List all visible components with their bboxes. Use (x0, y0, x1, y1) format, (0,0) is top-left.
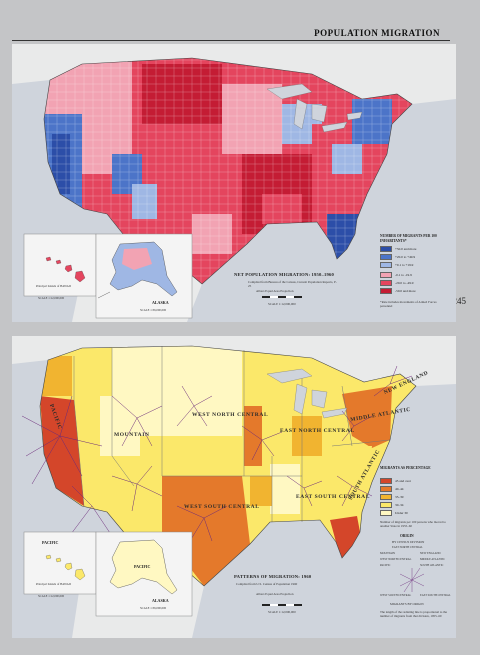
top-scale-bar (262, 296, 302, 298)
origin-legend-title: ORIGIN (400, 534, 414, 538)
hawaii-inset-scale: SCALE 1:12,000,000 (38, 594, 65, 598)
aleutian-islands (97, 291, 111, 299)
hawaii-islands (45, 554, 86, 581)
origin-legend-note: The length of the radiating line is prop… (380, 610, 448, 619)
great-lakes (266, 368, 348, 419)
hawaii-islands (45, 256, 86, 283)
legend-label: 30–34 (395, 502, 404, 507)
great-lakes (266, 83, 363, 133)
alaska-inset-label: ALASKA (152, 300, 169, 305)
legend-label: -50.0 and more (395, 288, 416, 293)
region-label-west-south-central: WEST SOUTH CENTRAL (184, 504, 260, 510)
origin-legend-item: SOUTH ATLANTIC (420, 564, 444, 567)
bottom-scale-bar (262, 604, 302, 606)
region-label-mountain: MOUNTAIN (114, 432, 150, 438)
bottom-map-scale: SCALE 1:12,000,000 (268, 610, 296, 614)
origin-legend-item: PACIFIC (380, 564, 391, 567)
hawaii-inset-frame (23, 531, 97, 595)
legend-label: 40–44 (395, 486, 404, 491)
origin-legend-item: EAST NORTH CENTRAL (392, 546, 423, 549)
origin-legend-item: WEST SOUTH CENTRAL (380, 594, 412, 597)
title-rule (12, 40, 450, 41)
page-title: POPULATION MIGRATION (314, 28, 440, 38)
hawaii-inset-region: PACIFIC (42, 540, 59, 545)
bottom-legend-title: MIGRANTS AS PERCENTAGE (380, 466, 431, 470)
top-legend-footnote: *Rate includes movements of Armed Forces… (380, 300, 437, 309)
hawaii-inset-label: Principal Islands of HAWAII (36, 582, 71, 586)
alaska-inset-scale: SCALE 1:36,000,000 (140, 606, 167, 610)
legend-label: +20.0 to +49.9 (395, 254, 416, 259)
top-map-title: NET POPULATION MIGRATION: 1950–1960 (234, 272, 335, 277)
legend-swatch (380, 262, 392, 268)
bottom-map-source: Compiled from U.S. Census of Population … (236, 582, 298, 586)
alaska-shape (109, 539, 178, 595)
legend-swatch (380, 288, 392, 294)
net-migration-map: NET POPULATION MIGRATION: 1950–1960 Comp… (12, 44, 456, 322)
legend-label: -20.0 to -49.9 (395, 280, 414, 285)
us-outline (43, 57, 413, 285)
alaska-fill-loss (122, 248, 152, 270)
hawaii-inset-frame (23, 233, 97, 297)
region-label-east-north-central: EAST NORTH CENTRAL (280, 428, 355, 434)
origin-legend-subtitle: BY CENSUS DIVISION (392, 540, 425, 544)
legend-swatch (380, 246, 392, 252)
legend-label: -0.1 to -19.9 (395, 272, 412, 277)
legend-swatch (380, 478, 392, 484)
origin-rose-diagram (399, 567, 425, 593)
legend-label: Under 30 (395, 510, 408, 515)
legend-swatch (380, 272, 392, 278)
page-number: 245 (452, 296, 467, 306)
origin-legend-item: WEST NORTH CENTRAL (380, 558, 412, 561)
bottom-map-projection: Albers Equal Area Projection (256, 592, 294, 596)
bottom-map-title: PATTERNS OF MIGRATION: 1960 (234, 574, 312, 579)
legend-swatch (380, 510, 392, 516)
legend-label: +0.1 to +19.9 (395, 262, 414, 267)
legend-swatch (380, 254, 392, 260)
origin-legend-item: MIDDLE ATLANTIC (420, 558, 446, 561)
us-outline (39, 345, 417, 587)
canada-land (12, 44, 456, 104)
legend-swatch (380, 494, 392, 500)
alaska-inset-region: PACIFIC (134, 564, 151, 569)
legend-swatch (380, 502, 392, 508)
top-map-source: Compiled from Bureau of the Census, Curr… (248, 280, 337, 289)
migration-patterns-map: PACIFIC MOUNTAIN WEST NORTH CENTRAL EAST… (12, 336, 456, 638)
legend-label: 35–39 (395, 494, 404, 499)
migration-rays (21, 365, 413, 547)
region-label-west-north-central: WEST NORTH CENTRAL (192, 412, 269, 418)
legend-swatch (380, 486, 392, 492)
net-migration-canvas (12, 44, 456, 322)
origin-legend-item: NEW ENGLAND (420, 552, 441, 555)
hawaii-inset-scale: SCALE 1:12,000,000 (38, 296, 65, 300)
division-boundaries (73, 346, 391, 522)
alaska-inset-label: ALASKA (152, 598, 169, 603)
top-map-scale: SCALE 1:12,000,000 (268, 302, 296, 306)
top-legend-title: NUMBER OF MIGRANTS PER 100 INHABITANTS* (380, 234, 437, 243)
alaska-inset-scale: SCALE 1:36,000,000 (140, 308, 167, 312)
hawaii-inset-label: Principal Islands of HAWAII (36, 284, 71, 288)
origin-legend-item: MOUNTAIN (380, 552, 396, 555)
bottom-legend-footnote: Number of migrants per 100 persons who m… (380, 520, 446, 529)
legend-label: +50.0 and more (395, 246, 417, 251)
origin-legend-caption: MIGRANTS BY ORIGIN (390, 602, 424, 606)
origin-legend-item: EAST SOUTH CENTRAL (420, 594, 451, 597)
canada-land (12, 336, 456, 386)
legend-label: 45 and over (395, 478, 412, 483)
region-label-east-south-central: EAST SOUTH CENTRAL (296, 494, 370, 500)
legend-swatch (380, 280, 392, 286)
top-map-projection: Albers Equal Area Projection (256, 289, 294, 293)
